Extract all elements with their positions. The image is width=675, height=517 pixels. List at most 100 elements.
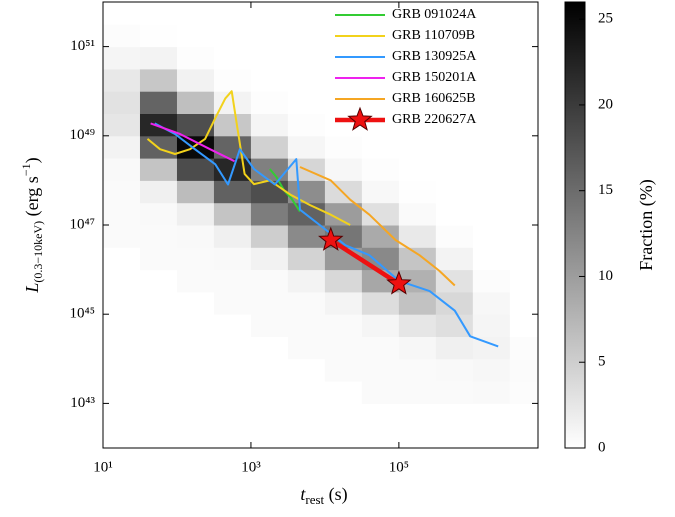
- heat-cell: [103, 68, 141, 92]
- heat-cell: [509, 358, 538, 382]
- heat-cell: [250, 91, 289, 115]
- heat-cell: [213, 247, 252, 271]
- heat-cell: [509, 314, 538, 338]
- heat-cell: [287, 269, 326, 293]
- heat-cell: [509, 180, 538, 204]
- heat-cell: [213, 24, 252, 48]
- heat-cell: [103, 358, 141, 382]
- heat-cell: [509, 2, 538, 25]
- heat-cell: [139, 314, 178, 338]
- heat-cell: [472, 247, 511, 271]
- heat-cell: [287, 46, 326, 70]
- heat-cell: [287, 135, 326, 159]
- heat-cell: [213, 225, 252, 248]
- colorbar: [564, 1, 586, 449]
- heat-cell: [398, 291, 437, 315]
- heat-cell: [435, 314, 474, 338]
- heat-cell: [287, 24, 326, 48]
- heat-cell: [361, 247, 400, 271]
- legend-label: GRB 110709B: [392, 28, 475, 43]
- colorbar-tick-label: 5: [598, 354, 606, 370]
- heat-cell: [176, 247, 215, 271]
- heat-cell: [398, 135, 437, 159]
- heat-cell: [398, 225, 437, 248]
- heat-cell: [435, 180, 474, 204]
- heat-cell: [139, 291, 178, 315]
- heat-cell: [472, 381, 511, 404]
- heat-cell: [398, 24, 437, 48]
- legend-star: [347, 106, 373, 131]
- heat-cell: [139, 180, 178, 204]
- series-line: [329, 238, 401, 286]
- heat-cell: [509, 269, 538, 293]
- heat-cell: [361, 158, 400, 181]
- heat-cell: [176, 46, 215, 70]
- heat-cell: [103, 158, 141, 181]
- heat-cell: [361, 225, 400, 248]
- x-tick-label: 10⁵: [389, 459, 409, 475]
- heat-cell: [361, 314, 400, 338]
- heat-cell: [324, 46, 363, 70]
- heat-cell: [139, 24, 178, 48]
- heat-cell: [103, 336, 141, 360]
- heat-cell: [398, 314, 437, 338]
- heat-cell: [509, 291, 538, 315]
- heat-cell: [398, 46, 437, 70]
- heat-cell: [213, 269, 252, 293]
- heat-cell: [250, 46, 289, 70]
- heat-cell: [103, 247, 141, 271]
- heat-cell: [103, 2, 141, 25]
- heat-cell: [435, 336, 474, 360]
- heat-cell: [103, 113, 141, 137]
- colorbar-tick-label: 20: [598, 96, 613, 112]
- heat-cell: [324, 91, 363, 115]
- heat-cell: [324, 314, 363, 338]
- heat-cell: [361, 202, 400, 226]
- heat-cell: [287, 381, 326, 404]
- heat-cell: [435, 46, 474, 70]
- heat-cell: [509, 381, 538, 404]
- heat-cell: [139, 68, 178, 92]
- heat-cell: [361, 135, 400, 159]
- heat-cell: [324, 2, 363, 25]
- heat-cell: [361, 180, 400, 204]
- heat-cell: [361, 336, 400, 360]
- heat-cell: [287, 247, 326, 271]
- heat-cell: [176, 381, 215, 404]
- heat-cell: [472, 46, 511, 70]
- heat-cell: [287, 358, 326, 382]
- heat-cell: [435, 24, 474, 48]
- heat-cell: [176, 180, 215, 204]
- heat-cell: [103, 225, 141, 248]
- heat-cell: [103, 314, 141, 338]
- heat-cell: [250, 314, 289, 338]
- heat-cell: [435, 91, 474, 115]
- heat-cell: [398, 113, 437, 137]
- heat-cell: [509, 68, 538, 92]
- heat-cell: [250, 291, 289, 315]
- heat-cell: [176, 336, 215, 360]
- colorbar-tick-label: 15: [598, 182, 613, 198]
- heat-cell: [250, 2, 289, 25]
- heat-cell: [139, 269, 178, 293]
- heat-cell: [472, 180, 511, 204]
- heat-cell: [435, 358, 474, 382]
- heat-cell: [250, 24, 289, 48]
- colorbar-tick-label: 25: [598, 11, 613, 27]
- heat-cell: [324, 135, 363, 159]
- heat-cell: [176, 68, 215, 92]
- heat-cell: [176, 158, 215, 181]
- heat-cell: [472, 358, 511, 382]
- heat-cell: [509, 247, 538, 271]
- series-line: [154, 122, 499, 348]
- heat-cell: [398, 381, 437, 404]
- heat-cell: [176, 314, 215, 338]
- heat-cell: [213, 358, 252, 382]
- heat-cell: [509, 24, 538, 48]
- heat-cell: [250, 202, 289, 226]
- heat-cell: [361, 91, 400, 115]
- heat-cell: [509, 336, 538, 360]
- heat-cell: [435, 68, 474, 92]
- heat-cell: [509, 91, 538, 115]
